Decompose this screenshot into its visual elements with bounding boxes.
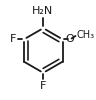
Text: F: F [40, 81, 46, 91]
Text: F: F [10, 34, 16, 44]
Text: H₂N: H₂N [32, 6, 53, 16]
Text: CH₃: CH₃ [76, 30, 94, 40]
Text: O: O [66, 34, 74, 44]
